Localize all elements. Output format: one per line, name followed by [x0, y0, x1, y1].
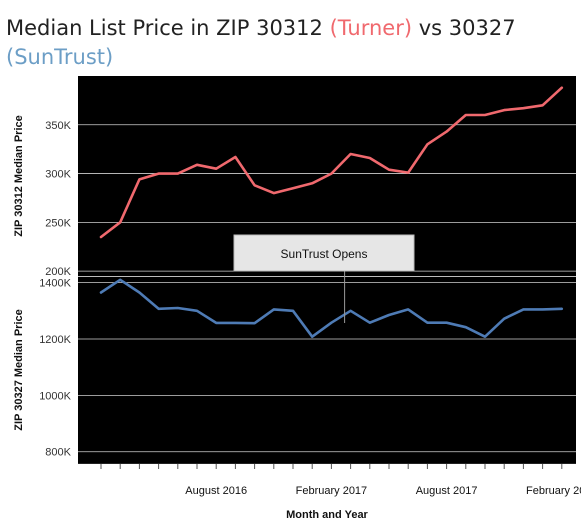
y-axis-title: ZIP 30327 Median Price — [13, 309, 25, 430]
y-tick-label: 350K — [45, 120, 71, 132]
y-tick-label: 1200K — [39, 334, 71, 346]
title-text: Median List Price in ZIP 30312 — [6, 16, 330, 40]
title-suntrust-label: (SunTrust) — [6, 45, 114, 69]
y-axis-title: ZIP 30312 Median Price — [13, 115, 25, 236]
y-tick-label: 1000K — [39, 390, 71, 402]
series-line-30312 — [99, 86, 564, 239]
x-tick-label: February 2017 — [296, 485, 368, 497]
y-tick-label: 200K — [45, 266, 71, 278]
y-tick-label: 1400K — [39, 278, 71, 290]
x-tick-label: August 2016 — [185, 485, 247, 497]
annotation-box — [233, 234, 415, 272]
x-tick-label: August 2017 — [416, 485, 478, 497]
annotation-suntrust-opens: SunTrust Opens — [233, 234, 415, 323]
y-tick-label: 800K — [45, 447, 71, 459]
y-tick-label: 300K — [45, 169, 71, 181]
chart-title: Median List Price in ZIP 30312 (Turner) … — [6, 14, 566, 72]
dual-line-chart: 200K 250K 300K 350K ZIP 30312 Median Price 80… — [13, 76, 581, 521]
x-tick-label: February 2018 — [526, 485, 581, 497]
title-text-vs: vs 30327 — [412, 16, 516, 40]
annotation-text: SunTrust Opens — [281, 247, 368, 261]
series-line-30327 — [99, 278, 564, 339]
y-tick-label: 250K — [45, 217, 71, 229]
x-axis-title: Month and Year — [286, 509, 368, 521]
title-turner-label: (Turner) — [329, 16, 413, 40]
